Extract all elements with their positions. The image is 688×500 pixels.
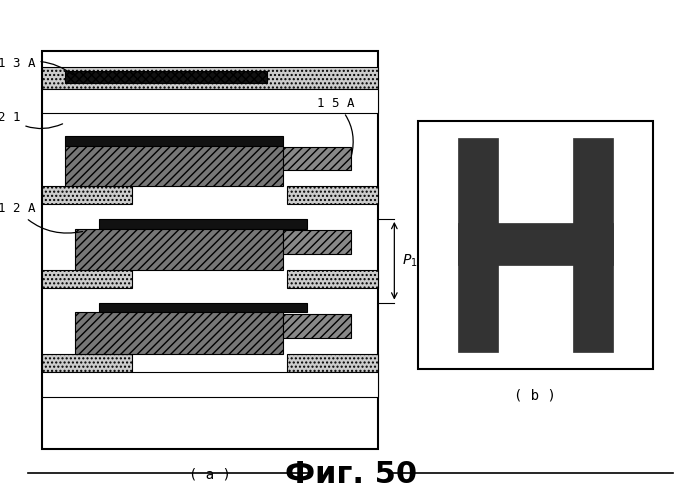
Bar: [287, 270, 378, 288]
Bar: [41, 354, 132, 372]
Bar: [287, 186, 378, 204]
Bar: [65, 70, 267, 83]
Bar: [41, 67, 378, 89]
Bar: [418, 120, 653, 370]
Bar: [283, 230, 351, 254]
Bar: [287, 354, 378, 372]
Text: 1 2 A: 1 2 A: [0, 202, 83, 233]
Bar: [41, 186, 132, 204]
Bar: [283, 146, 351, 171]
Bar: [75, 229, 283, 270]
Bar: [65, 146, 283, 186]
Bar: [65, 136, 283, 146]
Text: 2 1: 2 1: [0, 110, 63, 128]
Bar: [41, 51, 378, 449]
Text: ( a ): ( a ): [189, 468, 230, 482]
Bar: [458, 138, 498, 352]
Bar: [98, 219, 307, 229]
Bar: [41, 372, 378, 397]
Bar: [573, 138, 613, 352]
Text: $P_1$: $P_1$: [402, 252, 418, 269]
Text: Фиг. 50: Фиг. 50: [285, 460, 417, 488]
Text: 1 3 A: 1 3 A: [0, 57, 73, 75]
Bar: [98, 302, 307, 312]
Bar: [458, 222, 613, 265]
Text: ( b ): ( b ): [515, 388, 557, 402]
Bar: [283, 314, 351, 338]
Bar: [75, 312, 283, 354]
Bar: [41, 89, 378, 113]
Text: 1 5 A: 1 5 A: [317, 97, 354, 156]
Bar: [41, 270, 132, 288]
